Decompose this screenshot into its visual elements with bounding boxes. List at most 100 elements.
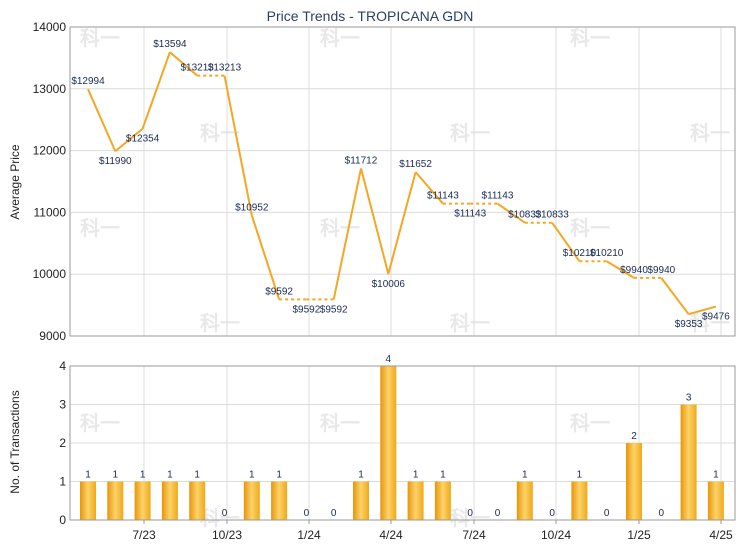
price-line-segment	[250, 215, 281, 300]
transactions-bar	[707, 481, 724, 520]
transactions-y-tick-label: 1	[59, 475, 66, 489]
transactions-data-label: 0	[467, 508, 473, 519]
price-y-tick-label: 13000	[33, 82, 67, 96]
price-line-segment	[551, 222, 581, 262]
watermark-text: 科一	[570, 216, 610, 240]
transactions-bar	[434, 481, 451, 520]
watermark-text: 科一	[450, 311, 490, 335]
transactions-data-label: 0	[222, 508, 228, 519]
price-line-segment	[660, 277, 690, 315]
transactions-data-label: 2	[631, 431, 637, 442]
transactions-y-axis-label: No. of Transactions	[8, 390, 22, 493]
transactions-data-label: 0	[304, 508, 310, 519]
x-tick-label: 4/25	[709, 528, 733, 542]
price-y-tick-label: 14000	[33, 20, 67, 34]
price-data-label: $12994	[71, 76, 105, 87]
chart-title: Price Trends - TROPICANA GDN	[267, 8, 474, 24]
transactions-data-label: 1	[413, 470, 419, 481]
transactions-data-label: 1	[85, 470, 91, 481]
price-line-segment	[606, 260, 635, 279]
watermark-text: 科一	[690, 121, 730, 145]
watermark-text: 科一	[570, 411, 610, 435]
x-tick-label: 1/24	[297, 528, 321, 542]
price-y-tick-label: 9000	[39, 329, 66, 343]
price-y-tick-label: 10000	[33, 267, 67, 281]
transactions-bar-chart: 0 1 2 3 4 1 1 1 1 1 0 1 1 0 0 1 4 1 1 0 0 1 0 1 0 2 0 3 1 7/23 10/23 1/…	[59, 354, 736, 542]
transactions-data-label: 1	[440, 470, 446, 481]
watermark-text: 科一	[200, 311, 240, 335]
watermark-text: 科一	[690, 311, 730, 335]
transactions-bar	[271, 481, 288, 520]
price-data-label: $13213	[208, 63, 242, 74]
price-data-label: $9476	[702, 312, 730, 323]
x-tick-label: 10/24	[541, 528, 571, 542]
x-tick-label: 1/25	[627, 528, 651, 542]
price-data-label: $10833	[508, 210, 542, 221]
transactions-bar	[516, 481, 533, 520]
price-line-segment	[223, 75, 253, 216]
transactions-y-tick-label: 0	[59, 513, 66, 527]
transactions-bar	[353, 481, 369, 520]
price-data-label: $11712	[345, 155, 378, 166]
price-line-segment	[387, 171, 417, 275]
transactions-data-label: 1	[140, 470, 146, 481]
transactions-bar	[107, 481, 124, 520]
price-data-label: $10952	[235, 202, 269, 213]
transactions-bar	[571, 481, 588, 520]
price-data-label: $9592	[292, 304, 320, 315]
price-data-label: $10210	[590, 248, 624, 259]
price-line-chart: 9000 10000 11000 12000 13000 14000 $12994 $1199…	[33, 20, 736, 343]
transactions-data-label: 4	[386, 354, 392, 365]
transactions-bar	[189, 481, 206, 520]
transactions-data-label: 1	[522, 470, 528, 481]
transactions-data-label: 1	[113, 470, 119, 481]
transactions-data-label: 1	[358, 470, 364, 481]
price-y-axis-label: Average Price	[8, 144, 22, 219]
x-tick-label: 4/24	[379, 528, 403, 542]
watermark-text: 科一	[320, 26, 360, 50]
transactions-bar	[407, 481, 424, 520]
price-line-segment	[688, 305, 717, 316]
price-data-label: $11990	[99, 156, 132, 167]
price-data-label: $13213	[181, 63, 215, 74]
watermark-text: 科一	[570, 26, 610, 50]
price-data-label: $10210	[563, 248, 597, 259]
price-line-segment	[114, 127, 144, 152]
watermark-text: 科一	[450, 121, 490, 145]
transactions-bar	[161, 481, 178, 520]
price-data-label: $9940	[620, 265, 648, 276]
price-line-segment	[141, 51, 171, 130]
price-data-label: $11143	[482, 191, 514, 202]
transactions-data-label: 1	[194, 470, 200, 481]
x-tick-label: 10/23	[212, 528, 242, 542]
price-line-segment	[414, 171, 444, 205]
x-tick-label: 7/24	[462, 528, 486, 542]
transactions-data-label: 0	[549, 508, 555, 519]
price-data-label: $12354	[126, 134, 160, 145]
watermark-text: 科一	[200, 506, 240, 530]
price-data-label: $9353	[675, 319, 703, 330]
price-data-label: $9592	[265, 286, 293, 297]
transactions-bar	[243, 481, 260, 520]
transactions-data-label: 0	[495, 508, 501, 519]
transactions-bar	[80, 481, 96, 520]
transactions-bar	[134, 481, 151, 520]
price-data-label: $10833	[535, 210, 569, 221]
transactions-plot-frame	[69, 365, 736, 521]
watermark-text: 科一	[320, 411, 360, 435]
watermark-text: 科一	[80, 411, 120, 435]
watermark-text: 科一	[80, 216, 120, 240]
price-data-label: $11143	[427, 191, 459, 202]
price-line-segment	[360, 168, 390, 275]
transactions-data-label: 1	[577, 470, 583, 481]
price-line-segment	[496, 202, 526, 224]
transactions-data-label: 0	[331, 508, 337, 519]
transactions-bar	[380, 366, 397, 520]
transactions-y-tick-label: 3	[59, 398, 66, 412]
transactions-data-label: 3	[686, 393, 692, 404]
transactions-bar	[626, 443, 642, 520]
transactions-y-tick-label: 4	[59, 359, 66, 373]
transactions-data-label: 0	[659, 508, 665, 519]
price-line-segment	[332, 168, 362, 300]
